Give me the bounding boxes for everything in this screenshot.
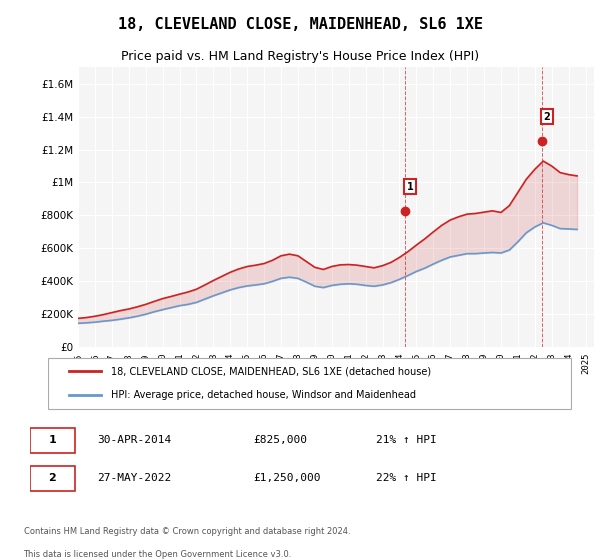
- Text: 1: 1: [49, 435, 56, 445]
- Text: £825,000: £825,000: [253, 435, 307, 445]
- Text: 27-MAY-2022: 27-MAY-2022: [97, 473, 171, 483]
- Text: 22% ↑ HPI: 22% ↑ HPI: [376, 473, 437, 483]
- FancyBboxPatch shape: [48, 358, 571, 409]
- Text: HPI: Average price, detached house, Windsor and Maidenhead: HPI: Average price, detached house, Wind…: [112, 390, 416, 400]
- Text: 2: 2: [544, 111, 550, 122]
- Text: This data is licensed under the Open Government Licence v3.0.: This data is licensed under the Open Gov…: [23, 550, 292, 559]
- Text: 18, CLEVELAND CLOSE, MAIDENHEAD, SL6 1XE (detached house): 18, CLEVELAND CLOSE, MAIDENHEAD, SL6 1XE…: [112, 366, 431, 376]
- Text: Contains HM Land Registry data © Crown copyright and database right 2024.: Contains HM Land Registry data © Crown c…: [23, 528, 350, 536]
- Text: 18, CLEVELAND CLOSE, MAIDENHEAD, SL6 1XE: 18, CLEVELAND CLOSE, MAIDENHEAD, SL6 1XE: [118, 17, 482, 32]
- Text: 21% ↑ HPI: 21% ↑ HPI: [376, 435, 437, 445]
- Text: Price paid vs. HM Land Registry's House Price Index (HPI): Price paid vs. HM Land Registry's House …: [121, 50, 479, 63]
- Text: 30-APR-2014: 30-APR-2014: [97, 435, 171, 445]
- FancyBboxPatch shape: [30, 428, 74, 454]
- Text: 2: 2: [49, 473, 56, 483]
- Text: £1,250,000: £1,250,000: [253, 473, 321, 483]
- FancyBboxPatch shape: [30, 466, 74, 492]
- Text: 1: 1: [407, 181, 413, 192]
